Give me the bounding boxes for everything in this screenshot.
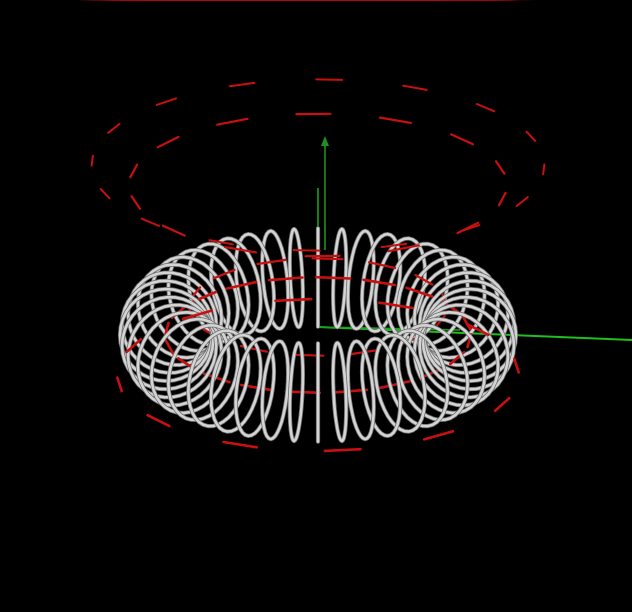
field-arrow bbox=[222, 440, 259, 449]
coil-loop bbox=[234, 232, 276, 333]
field-arrow bbox=[130, 195, 142, 210]
field-arrow bbox=[274, 297, 313, 303]
field-arrow bbox=[465, 322, 490, 337]
z-axis-arrowhead bbox=[321, 136, 329, 146]
coil-loop bbox=[167, 324, 240, 422]
field-arrow-head bbox=[140, 0, 340, 1]
field-arrow bbox=[212, 268, 236, 280]
coil-loop bbox=[167, 248, 240, 346]
field-arrow bbox=[224, 246, 258, 254]
field-arrow bbox=[267, 276, 304, 282]
field-arrow bbox=[156, 135, 180, 149]
coil-loop bbox=[405, 317, 486, 415]
field-arrow-head bbox=[299, 0, 312, 1]
coil-loop bbox=[331, 341, 348, 443]
field-arrow bbox=[146, 413, 171, 428]
field-arrow bbox=[311, 257, 344, 261]
field-arrow-head bbox=[372, 0, 519, 1]
coil-loop bbox=[386, 329, 449, 428]
coil-loop bbox=[360, 337, 402, 438]
field-arrow bbox=[378, 116, 412, 125]
field-arrow bbox=[256, 258, 287, 266]
coil-loop bbox=[120, 295, 215, 391]
field-arrow bbox=[140, 217, 161, 227]
field-arrow bbox=[292, 249, 321, 252]
coil-loop bbox=[374, 333, 427, 433]
field-arrow bbox=[208, 239, 234, 246]
coil-loop bbox=[187, 329, 250, 428]
field-arrow bbox=[525, 130, 537, 142]
field-arrow bbox=[161, 224, 186, 237]
field-arrow bbox=[129, 163, 139, 179]
field-arrow bbox=[422, 429, 455, 441]
field-arrow bbox=[475, 103, 496, 113]
field-arrow bbox=[164, 339, 175, 355]
field-arrow bbox=[225, 280, 258, 290]
coil-loop bbox=[288, 227, 305, 329]
coil-loop bbox=[346, 339, 376, 441]
field-arrow bbox=[368, 261, 397, 270]
coil-loop bbox=[234, 337, 276, 438]
coil-front-layer bbox=[117, 286, 519, 444]
field-arrow bbox=[155, 97, 177, 106]
coil-loop bbox=[396, 324, 469, 422]
field-arrow bbox=[90, 154, 94, 167]
field-arrow bbox=[216, 117, 249, 126]
field-arrow bbox=[405, 286, 434, 298]
field-arrow bbox=[497, 191, 507, 207]
coil-loop bbox=[150, 317, 231, 415]
field-arrow bbox=[99, 188, 111, 200]
field-arrow bbox=[125, 337, 143, 354]
field-arrow bbox=[402, 84, 428, 91]
coil-loop bbox=[331, 227, 348, 329]
coil-loop bbox=[260, 229, 290, 331]
field-arrow bbox=[542, 163, 546, 176]
outer-field-arrows bbox=[79, 0, 546, 453]
field-arrow bbox=[512, 357, 521, 374]
coil-loop bbox=[396, 248, 469, 346]
coil-loop bbox=[405, 255, 486, 353]
field-arrow bbox=[181, 309, 214, 321]
field-arrow bbox=[493, 396, 511, 413]
coil-loop bbox=[360, 232, 402, 333]
field-arrow bbox=[315, 78, 344, 81]
field-arrow bbox=[362, 278, 397, 287]
coil-loop bbox=[150, 255, 231, 353]
field-arrow bbox=[387, 244, 420, 253]
field-arrow bbox=[314, 275, 352, 280]
field-arrow bbox=[377, 301, 414, 310]
field-arrow bbox=[378, 380, 411, 390]
field-arrow bbox=[323, 447, 362, 453]
field-arrow bbox=[450, 133, 475, 146]
field-arrow bbox=[116, 376, 123, 393]
field-arrow bbox=[459, 224, 481, 233]
coil-loop bbox=[288, 341, 305, 443]
field-arrow bbox=[494, 160, 506, 175]
field-arrow bbox=[228, 81, 256, 88]
field-arrow bbox=[380, 242, 408, 249]
field-arrow bbox=[107, 123, 121, 134]
field-arrow bbox=[414, 274, 434, 286]
field-arrow bbox=[515, 196, 529, 207]
coil-loop bbox=[260, 339, 290, 441]
coil-loop bbox=[346, 229, 376, 331]
coil-loop bbox=[421, 295, 516, 391]
coil-loop bbox=[209, 333, 262, 433]
